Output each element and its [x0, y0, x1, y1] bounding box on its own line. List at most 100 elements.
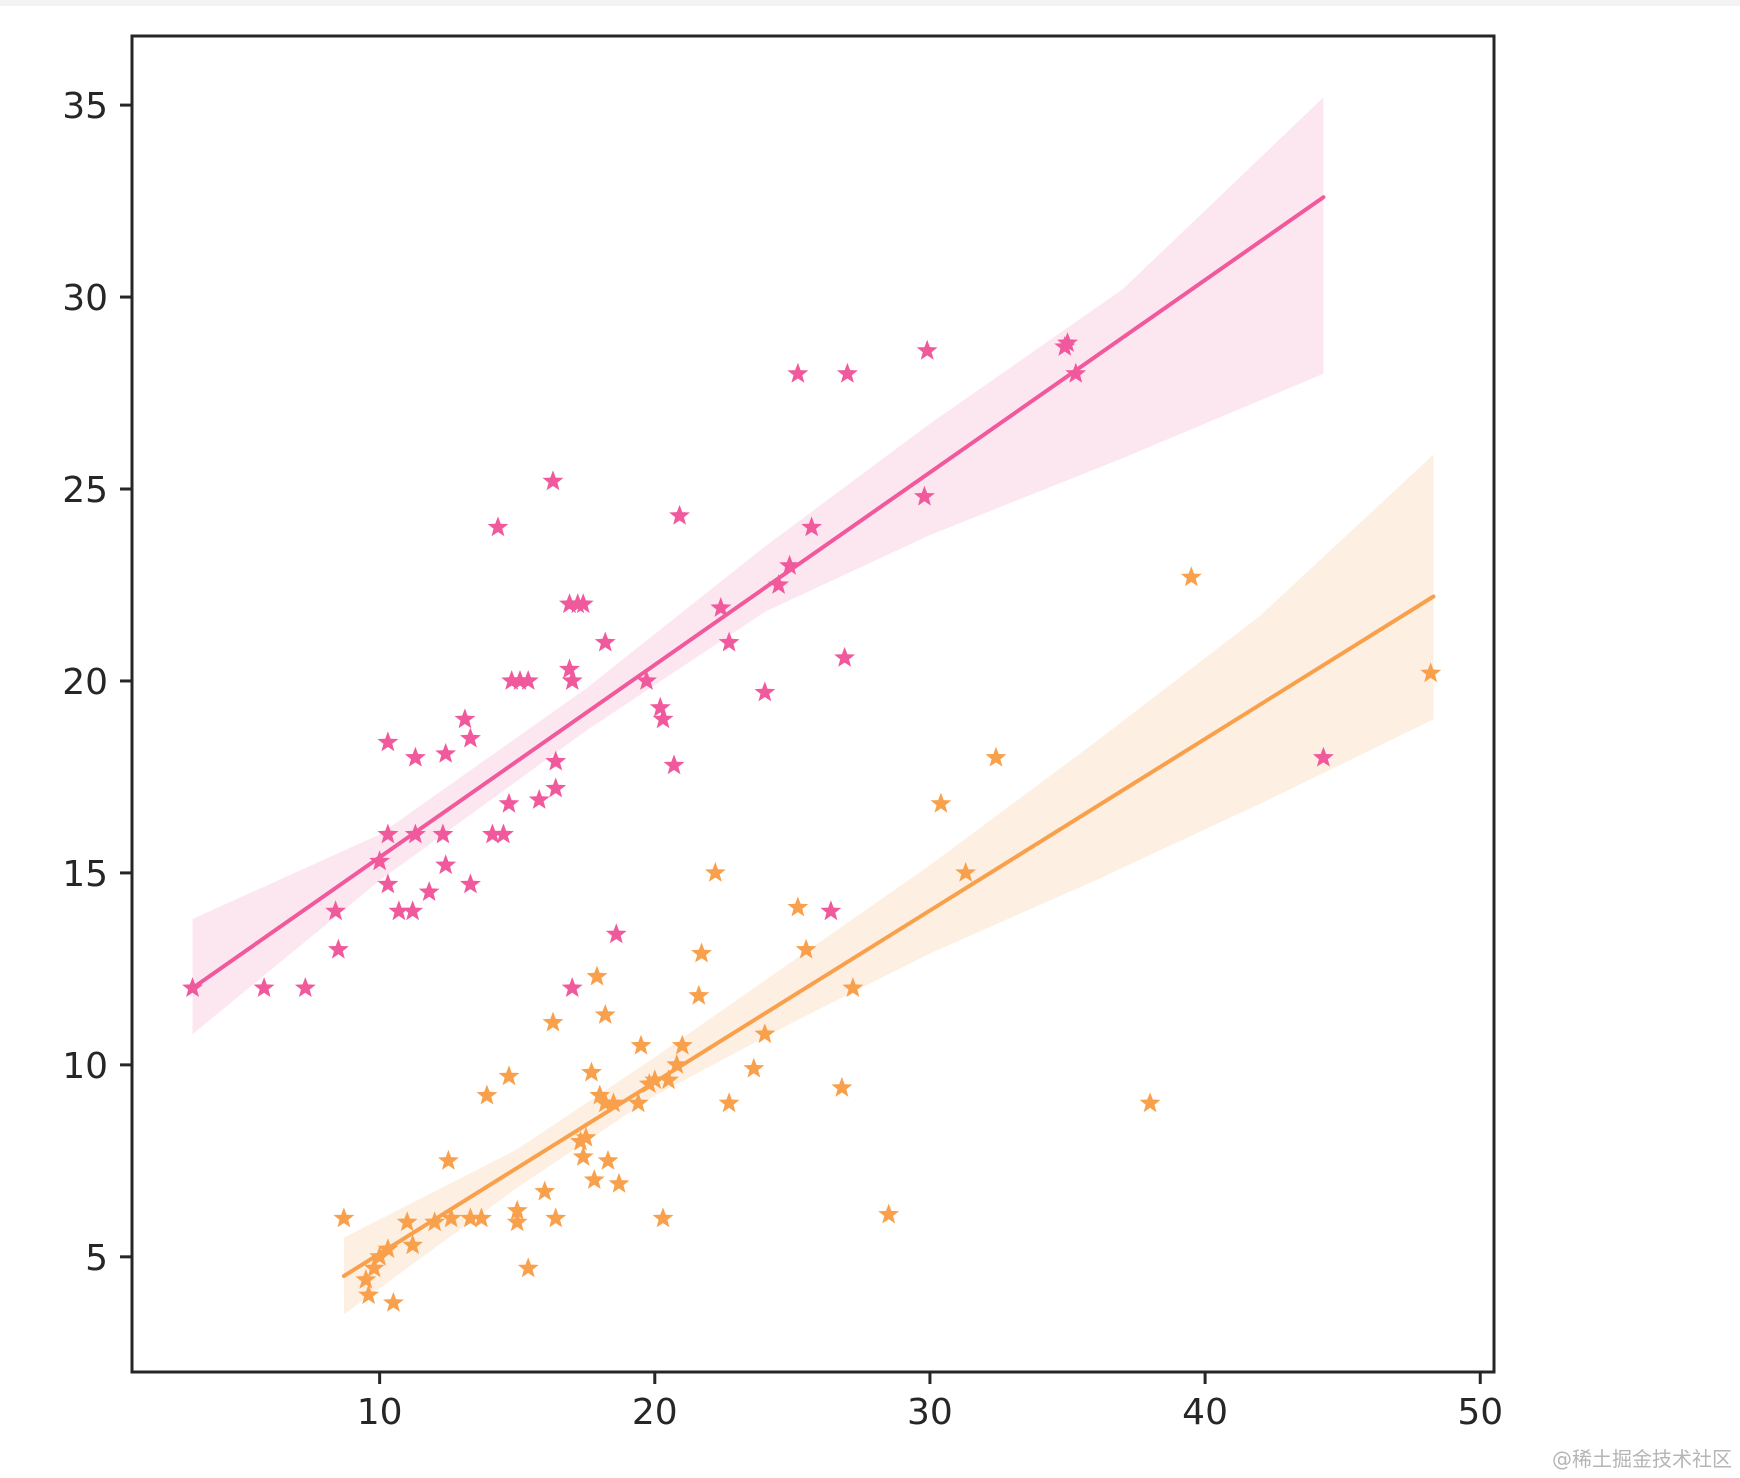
data-point-series-1 — [649, 696, 671, 717]
x-axis: 10 20 30 40 50 — [357, 1372, 1503, 1433]
data-point-series-1 — [542, 470, 564, 491]
data-point-series-2 — [1180, 566, 1202, 587]
confidence-band-2 — [343, 454, 1434, 1315]
data-point-series-1 — [820, 900, 842, 921]
data-point-series-1 — [253, 977, 275, 997]
data-point-series-1 — [501, 670, 523, 690]
data-point-series-2 — [369, 1245, 391, 1266]
data-point-series-1 — [779, 554, 801, 575]
data-point-series-1 — [1312, 746, 1334, 767]
data-point-series-1 — [182, 977, 203, 997]
data-point-series-2 — [743, 1057, 765, 1078]
data-point-series-2 — [506, 1211, 528, 1232]
data-point-series-1 — [509, 670, 531, 690]
data-point-series-1 — [402, 900, 424, 921]
y-tick-label: 15 — [62, 854, 108, 895]
data-point-series-2 — [795, 938, 817, 959]
data-point-series-1 — [493, 823, 514, 844]
data-point-series-1 — [435, 742, 457, 763]
data-point-series-2 — [471, 1207, 492, 1228]
data-point-series-1 — [559, 593, 580, 614]
y-tick-label: 5 — [85, 1238, 108, 1279]
data-point-series-2 — [506, 1199, 528, 1220]
data-point-series-1 — [718, 631, 740, 652]
data-point-series-1 — [561, 670, 583, 690]
data-point-series-1 — [801, 516, 823, 537]
data-point-series-1 — [1057, 332, 1078, 352]
confidence-bands — [192, 97, 1434, 1315]
data-point-series-1 — [768, 574, 790, 594]
data-point-series-2 — [438, 1149, 459, 1170]
data-point-series-2 — [608, 1172, 630, 1193]
regression-line-2 — [341, 594, 1436, 1279]
data-point-series-2 — [476, 1084, 498, 1105]
data-point-series-1 — [1065, 362, 1087, 383]
data-point-series-1 — [325, 900, 347, 921]
data-point-series-1 — [652, 708, 674, 729]
data-point-series-2 — [517, 1257, 539, 1278]
x-tick-label: 20 — [632, 1392, 678, 1433]
data-point-series-2 — [377, 1238, 399, 1258]
data-point-series-2 — [440, 1207, 462, 1228]
data-point-series-2 — [652, 1207, 674, 1228]
watermark: @稀土掘金技术社区 — [1552, 1447, 1732, 1471]
data-point-series-2 — [718, 1092, 740, 1113]
data-point-series-2 — [589, 1084, 611, 1105]
x-tick-label: 50 — [1457, 1392, 1503, 1433]
data-point-series-2 — [363, 1257, 385, 1278]
y-tick-label: 10 — [62, 1046, 108, 1087]
data-point-series-2 — [638, 1073, 660, 1093]
data-point-series-2 — [842, 977, 864, 997]
data-point-series-1 — [559, 658, 580, 679]
y-axis: 5 10 15 20 25 30 35 — [62, 86, 132, 1279]
plot-frame — [130, 34, 1496, 1374]
data-point-series-2 — [597, 1149, 619, 1170]
data-point-series-1 — [787, 362, 809, 383]
data-point-series-2 — [382, 1291, 404, 1312]
data-point-series-1 — [487, 516, 509, 537]
data-point-series-2 — [594, 1092, 616, 1113]
data-point-series-1 — [454, 708, 476, 729]
x-tick-label: 30 — [907, 1392, 953, 1433]
regression-line-1 — [190, 195, 1326, 991]
data-point-series-1 — [561, 977, 583, 997]
data-point-series-2 — [691, 942, 712, 963]
data-point-series-2 — [581, 1061, 602, 1082]
data-point-series-1 — [636, 670, 657, 690]
data-point-series-1 — [663, 754, 685, 775]
data-point-series-2 — [671, 1034, 693, 1055]
data-point-series-1 — [377, 731, 399, 752]
data-points — [182, 332, 1442, 1312]
data-point-series-1 — [404, 746, 426, 767]
data-point-series-2 — [603, 1092, 624, 1113]
data-point-series-2 — [358, 1284, 380, 1305]
data-point-series-1 — [388, 900, 410, 921]
data-point-series-1 — [377, 823, 399, 844]
data-point-series-1 — [432, 823, 454, 844]
data-point-series-1 — [834, 646, 856, 667]
data-point-series-2 — [460, 1207, 481, 1228]
y-tick-label: 30 — [62, 278, 108, 319]
data-point-series-1 — [545, 750, 567, 771]
data-point-series-1 — [517, 670, 539, 690]
data-point-series-2 — [955, 861, 977, 882]
data-point-series-1 — [418, 881, 440, 901]
y-tick-label: 25 — [62, 470, 108, 511]
data-point-series-1 — [377, 873, 399, 894]
data-point-series-1 — [528, 789, 550, 809]
data-point-series-1 — [572, 593, 594, 614]
data-point-series-2 — [930, 792, 952, 813]
data-point-series-2 — [583, 1169, 605, 1189]
y-tick-label: 20 — [62, 662, 108, 703]
data-point-series-2 — [831, 1076, 853, 1097]
data-point-series-1 — [836, 362, 858, 383]
data-point-series-1 — [754, 681, 776, 702]
data-point-series-2 — [658, 1069, 679, 1090]
data-point-series-1 — [710, 597, 732, 617]
data-point-series-1 — [594, 631, 616, 652]
data-point-series-1 — [460, 873, 481, 894]
data-point-series-1 — [916, 339, 938, 360]
data-point-series-1 — [914, 485, 935, 506]
data-point-series-2 — [688, 984, 710, 1005]
data-point-series-1 — [460, 727, 481, 748]
